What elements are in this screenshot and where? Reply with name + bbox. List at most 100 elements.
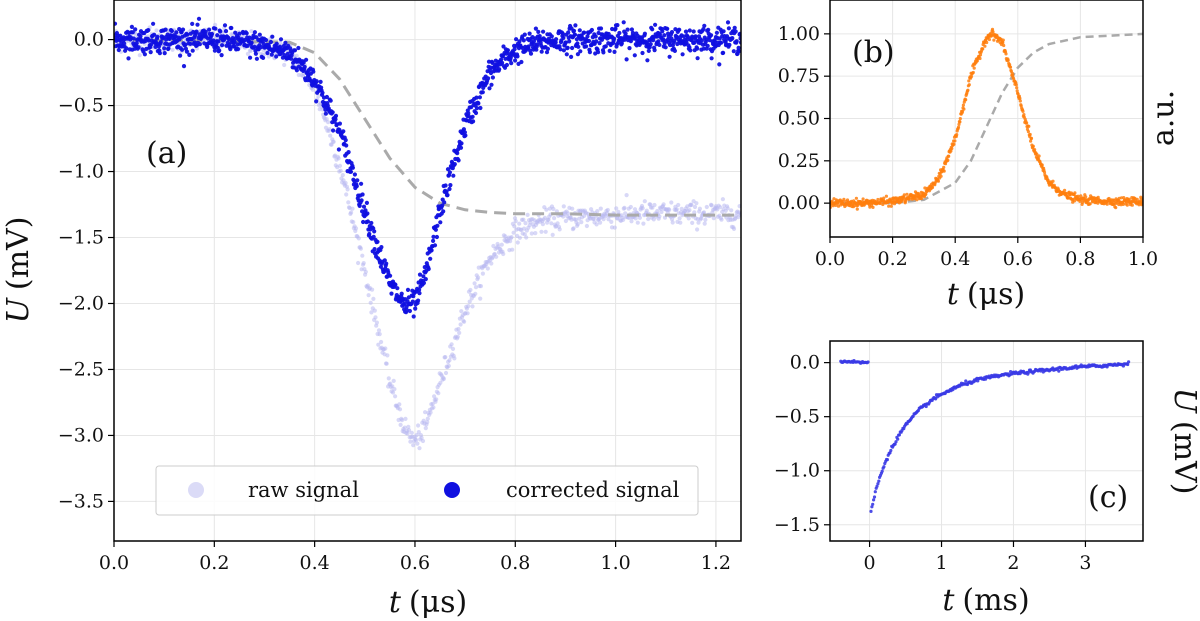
raw-signal-point bbox=[711, 216, 716, 221]
panel-a-xlabel: t (μs) bbox=[389, 585, 467, 620]
corrected-signal-point bbox=[222, 23, 228, 28]
a-xtick-label: 1.0 bbox=[600, 552, 630, 574]
raw-signal-point bbox=[369, 310, 374, 315]
pulse-point bbox=[930, 185, 935, 190]
corrected-signal-point bbox=[528, 51, 534, 56]
corrected-signal-point bbox=[371, 234, 376, 239]
corrected-signal-point bbox=[662, 33, 667, 38]
corrected-signal-point bbox=[734, 39, 739, 44]
raw-signal-point bbox=[540, 222, 546, 227]
pulse-point bbox=[1014, 83, 1018, 87]
raw-signal-point bbox=[696, 220, 701, 225]
corrected-signal-point bbox=[514, 37, 519, 42]
corrected-signal-point bbox=[650, 27, 655, 32]
corrected-signal-point bbox=[663, 45, 668, 50]
corrected-signal-point bbox=[136, 45, 141, 50]
corrected-signal-point bbox=[314, 79, 319, 84]
raw-signal-point bbox=[340, 173, 345, 178]
corrected-signal-point bbox=[429, 248, 434, 253]
pulse-point bbox=[871, 205, 875, 209]
corrected-signal-point bbox=[215, 33, 220, 38]
pulse-point bbox=[955, 133, 959, 137]
corrected-signal-point bbox=[526, 44, 531, 49]
corrected-signal-point bbox=[470, 114, 475, 119]
corrected-signal-point bbox=[632, 53, 637, 58]
raw-signal-point bbox=[674, 207, 679, 212]
corrected-signal-point bbox=[232, 39, 237, 45]
corrected-signal-point bbox=[731, 49, 736, 54]
a-ytick-label: −3.0 bbox=[58, 424, 104, 446]
raw-signal-point bbox=[331, 139, 336, 144]
corrected-signal-point bbox=[701, 27, 706, 32]
raw-signal-point bbox=[622, 205, 627, 210]
decay-point bbox=[894, 440, 898, 444]
pre-trigger-point bbox=[866, 360, 870, 364]
corrected-signal-point bbox=[311, 69, 316, 74]
corrected-signal-point bbox=[188, 41, 193, 47]
b-xtick-label: 0.8 bbox=[1065, 248, 1095, 270]
legend-marker-raw bbox=[188, 482, 204, 498]
panel-c-plot: 0 1 2 3 0.0 −0.5 −1.0 −1.5 (c) t (ms) U (mV) bbox=[774, 340, 1200, 618]
raw-signal-point bbox=[446, 363, 451, 368]
corrected-signal-point bbox=[114, 21, 118, 26]
pulse-point bbox=[967, 79, 971, 83]
corrected-signal-point bbox=[399, 291, 404, 296]
corrected-signal-point bbox=[292, 48, 298, 53]
cumulative-dashed-line bbox=[830, 32, 1143, 205]
corrected-signal-point bbox=[598, 26, 604, 31]
raw-signal-point bbox=[594, 222, 599, 227]
pulse-point bbox=[1029, 136, 1034, 140]
raw-signal-point bbox=[416, 430, 421, 435]
corrected-signal-point bbox=[177, 37, 182, 42]
raw-signal-point bbox=[353, 226, 359, 231]
corrected-signal-point bbox=[269, 52, 274, 57]
raw-signal-point bbox=[565, 211, 571, 216]
b-ytick-label: 1.00 bbox=[778, 23, 820, 45]
raw-signal-point bbox=[413, 438, 419, 443]
pulse-point bbox=[1121, 202, 1125, 206]
corrected-signal-point bbox=[151, 21, 156, 26]
raw-signal-point bbox=[522, 232, 527, 237]
corrected-signal-point bbox=[601, 50, 606, 55]
corrected-signal-point bbox=[567, 39, 572, 44]
corrected-signal-point bbox=[126, 56, 131, 61]
corrected-signal-point bbox=[709, 33, 714, 38]
corrected-signal-point bbox=[442, 200, 447, 205]
raw-signal-point bbox=[414, 433, 419, 438]
corrected-signal-point bbox=[539, 49, 544, 54]
panel-c-tag: (c) bbox=[1088, 480, 1128, 515]
corrected-signal-point bbox=[410, 299, 415, 304]
raw-signal-point bbox=[480, 271, 485, 276]
corrected-signal-point bbox=[576, 44, 581, 49]
corrected-signal-point bbox=[714, 30, 720, 35]
b-ytick-label: 0.75 bbox=[778, 65, 820, 87]
corrected-signal-point bbox=[333, 117, 338, 122]
corrected-signal-point bbox=[417, 291, 422, 296]
corrected-signal-point bbox=[577, 28, 582, 33]
raw-signal-point bbox=[447, 358, 452, 363]
raw-signal-point bbox=[423, 410, 428, 415]
raw-signal-point bbox=[478, 284, 483, 289]
raw-signal-point bbox=[406, 424, 411, 429]
raw-signal-point bbox=[478, 296, 483, 301]
corrected-signal-point bbox=[623, 31, 628, 36]
raw-signal-point bbox=[384, 361, 389, 366]
corrected-signal-point bbox=[471, 119, 476, 124]
corrected-signal-point bbox=[323, 111, 328, 116]
pulse-point bbox=[969, 74, 974, 79]
corrected-signal-point bbox=[209, 31, 215, 37]
panel-c-series bbox=[839, 359, 1131, 513]
pulse-point bbox=[987, 37, 992, 42]
raw-signal-point bbox=[415, 441, 420, 446]
corrected-signal-point bbox=[130, 30, 135, 35]
corrected-signal-point bbox=[521, 38, 526, 43]
corrected-signal-point bbox=[474, 95, 479, 100]
pulse-point bbox=[947, 154, 951, 158]
c-ytick-label: −1.0 bbox=[774, 460, 820, 482]
corrected-signal-point bbox=[438, 220, 443, 225]
raw-signal-point bbox=[351, 220, 356, 225]
corrected-signal-point bbox=[331, 128, 336, 133]
corrected-signal-point bbox=[214, 42, 219, 47]
b-xtick-label: 0.2 bbox=[877, 248, 907, 270]
